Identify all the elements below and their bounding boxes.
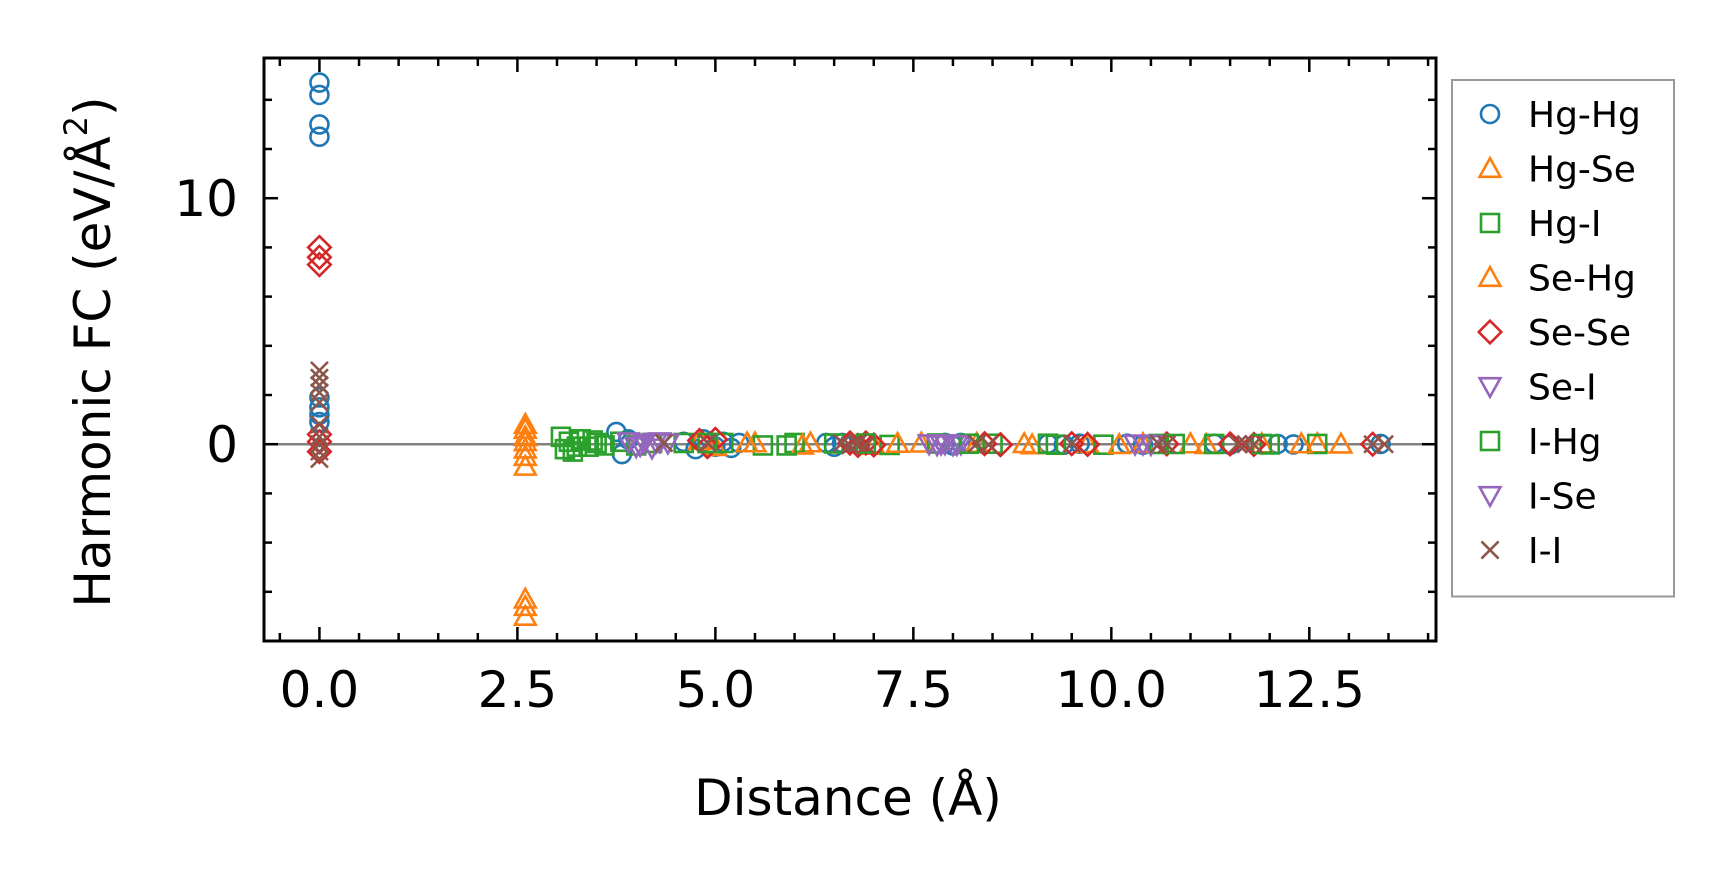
- data-point-hg-hg: [309, 114, 330, 135]
- data-point-se-se: [306, 244, 333, 271]
- axis-ticks: [264, 58, 1436, 643]
- data-point-hg-se: [512, 453, 538, 476]
- data-point-se-se: [1217, 430, 1244, 458]
- y-axis-label-main: Harmonic FC (eV/Å: [64, 136, 122, 607]
- legend-marker-hg-hg: [1479, 103, 1501, 125]
- data-point-i-i: [309, 427, 329, 447]
- data-point-hg-se: [512, 593, 538, 617]
- x-tick-label: 7.5: [874, 661, 954, 719]
- data-point-i-i: [1157, 434, 1177, 454]
- data-point-hg-se: [908, 430, 934, 453]
- data-point-se-hg: [734, 429, 760, 453]
- legend: Hg-Hg Hg-Se Hg-I Se-Hg Se-Se Se-I I-Hg I-Se I-I: [1451, 79, 1675, 598]
- data-point-se-hg: [1106, 431, 1132, 455]
- x-tick-label: 10.0: [1056, 661, 1167, 719]
- data-point-i-se: [627, 435, 653, 459]
- legend-marker-se-hg: [1477, 264, 1503, 288]
- data-point-se-hg: [1177, 430, 1204, 454]
- legend-frame: [1451, 79, 1675, 598]
- legend-marker-i-i: [1480, 540, 1500, 560]
- legend-label-i-i: I-I: [1528, 531, 1562, 572]
- data-point-hg-i: [594, 435, 615, 456]
- data-point-i-i: [1228, 434, 1248, 454]
- legend-label-i-se: I-Se: [1528, 477, 1597, 518]
- data-point-i-hg: [776, 435, 797, 456]
- data-point-se-se: [860, 431, 887, 459]
- data-point-se-se: [1074, 431, 1101, 458]
- data-point-i-i: [309, 392, 329, 412]
- data-point-hg-i: [879, 434, 900, 456]
- data-point-hg-i: [982, 433, 1003, 455]
- legend-label-i-hg: I-Hg: [1528, 422, 1602, 463]
- data-markers: [306, 72, 1394, 626]
- legend-label-hg-hg: Hg-Hg: [1528, 95, 1641, 136]
- data-point-i-i: [979, 435, 999, 455]
- data-point-i-i: [1062, 434, 1082, 454]
- legend-marker-se-i: [1477, 376, 1503, 400]
- data-point-se-i: [631, 433, 657, 457]
- y-tick-label: 10: [174, 170, 238, 228]
- data-point-i-hg: [1045, 434, 1067, 455]
- data-point-i-i: [1244, 434, 1264, 454]
- data-point-se-se: [1240, 431, 1267, 458]
- data-point-hg-i: [1203, 433, 1225, 455]
- legend-label-se-i: Se-I: [1528, 368, 1597, 409]
- legend-label-hg-se: Hg-Se: [1528, 150, 1636, 191]
- legend-label-hg-i: Hg-I: [1528, 204, 1602, 245]
- data-point-se-hg: [884, 430, 911, 454]
- x-tick-label: 0.0: [280, 661, 360, 719]
- data-point-i-i: [309, 442, 329, 462]
- data-point-hg-se: [512, 443, 538, 467]
- data-point-i-se: [944, 434, 970, 458]
- data-point-i-i: [309, 368, 329, 388]
- data-point-hg-hg: [309, 397, 330, 418]
- data-point-i-i: [309, 434, 329, 454]
- data-point-se-se: [306, 438, 333, 465]
- data-point-i-hg: [697, 432, 718, 454]
- data-point-i-i: [1375, 434, 1394, 454]
- legend-marker-hg-se: [1477, 155, 1503, 179]
- data-point-i-i: [1236, 434, 1256, 454]
- data-point-hg-hg: [309, 84, 330, 106]
- data-point-se-se: [306, 251, 333, 278]
- data-point-se-hg: [1288, 430, 1314, 454]
- data-point-i-hg: [582, 430, 603, 451]
- y-tick-label: 0: [206, 416, 238, 474]
- data-point-i-se: [1130, 434, 1156, 457]
- x-tick-label: 12.5: [1254, 661, 1365, 719]
- data-point-se-hg: [789, 432, 816, 455]
- data-point-se-se: [694, 433, 721, 460]
- legend-label-se-hg: Se-Hg: [1528, 259, 1636, 300]
- x-axis-label: Distance (Å): [694, 769, 1002, 827]
- data-point-se-hg: [1011, 430, 1037, 454]
- legend-marker-i-se: [1477, 485, 1503, 509]
- legend-label-se-se: Se-Se: [1528, 313, 1631, 354]
- data-point-i-i: [309, 375, 329, 395]
- axes-frame: [262, 56, 1438, 643]
- data-point-i-i: [309, 360, 329, 380]
- data-point-i-se: [928, 434, 954, 457]
- data-point-hg-se: [512, 428, 538, 452]
- data-point-hg-se: [1328, 431, 1354, 454]
- x-tick-label: 2.5: [478, 661, 558, 719]
- data-point-i-i: [1149, 434, 1169, 454]
- y-axis-label-superscript: 2: [57, 116, 95, 136]
- legend-marker-i-hg: [1479, 430, 1501, 452]
- data-point-i-i: [697, 433, 717, 453]
- data-point-i-i: [309, 449, 329, 469]
- data-point-hg-hg: [309, 72, 330, 93]
- x-tick-label: 5.0: [676, 661, 756, 719]
- data-point-i-i: [856, 435, 876, 455]
- data-point-hg-hg: [309, 126, 330, 148]
- data-point-i-hg: [566, 436, 588, 457]
- data-point-hg-se: [512, 603, 538, 626]
- legend-marker-se-se: [1476, 318, 1504, 346]
- y-axis-label-end: ): [64, 96, 122, 116]
- legend-marker-hg-i: [1479, 212, 1501, 234]
- data-point-se-se: [306, 234, 333, 261]
- y-axis-label: Harmonic FC (eV/Å2): [57, 96, 122, 607]
- data-point-i-i: [654, 433, 674, 453]
